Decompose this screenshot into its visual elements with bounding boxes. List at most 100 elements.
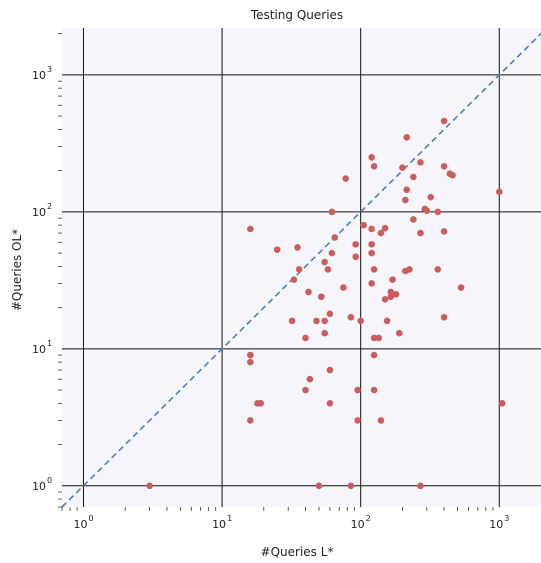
x-tick-base: 10	[212, 518, 226, 531]
data-point	[440, 228, 448, 235]
data-point	[313, 317, 320, 325]
data-point	[387, 293, 395, 301]
data-point	[305, 288, 312, 296]
data-point	[321, 329, 328, 337]
data-point	[247, 417, 254, 424]
data-point	[368, 240, 375, 248]
data-point	[402, 196, 409, 204]
y-tick-label: 10 2	[32, 202, 52, 219]
data-point	[417, 229, 424, 237]
data-point	[318, 293, 325, 301]
data-point	[331, 234, 339, 241]
data-point	[370, 266, 378, 273]
x-tick-base: 10	[351, 518, 365, 531]
y-tick-label: 10 1	[32, 339, 52, 356]
data-point	[328, 249, 336, 257]
x-tick-base: 10	[73, 518, 87, 531]
y-tick-base: 10	[32, 480, 46, 493]
data-point	[302, 386, 309, 394]
y-tick-exponent: 2	[47, 202, 52, 211]
data-point	[440, 163, 448, 170]
data-point	[347, 313, 355, 321]
data-point	[410, 216, 417, 223]
data-point	[354, 386, 361, 394]
x-tick-exponent: 3	[504, 514, 509, 523]
data-point	[381, 224, 389, 232]
data-point	[377, 417, 385, 424]
data-point	[387, 288, 395, 296]
data-point	[290, 276, 298, 283]
data-point	[368, 249, 375, 257]
data-point	[368, 280, 375, 287]
data-point	[357, 317, 364, 325]
data-point	[457, 284, 465, 291]
data-point	[321, 317, 328, 325]
reference-line-y-equals-x	[61, 33, 541, 508]
data-point	[377, 229, 385, 237]
data-point	[347, 482, 355, 490]
data-point	[417, 482, 424, 490]
x-tick-exponent: 2	[366, 514, 371, 523]
data-point	[370, 163, 378, 170]
data-point	[498, 400, 506, 407]
data-point	[383, 317, 391, 325]
data-point	[342, 175, 350, 182]
data-point	[352, 253, 359, 261]
x-tick-exponent: 0	[88, 514, 93, 523]
data-point	[399, 164, 406, 172]
data-point	[396, 329, 403, 337]
data-point	[306, 375, 314, 383]
data-point	[326, 310, 334, 318]
data-point	[324, 266, 332, 273]
data-point	[368, 154, 375, 161]
data-point	[434, 208, 442, 216]
data-point	[302, 334, 309, 342]
y-tick-exponent: 3	[47, 65, 52, 74]
data-point	[410, 173, 417, 181]
y-tick-base: 10	[32, 343, 46, 356]
x-tick-label: 10 2	[351, 514, 371, 531]
minor-tick-marks	[58, 33, 494, 511]
data-point	[273, 246, 281, 253]
data-point	[495, 188, 503, 196]
data-point	[354, 417, 361, 424]
data-point	[434, 266, 442, 273]
data-point	[326, 400, 334, 407]
x-tick-base: 10	[489, 518, 503, 531]
data-point	[403, 186, 411, 194]
data-point	[146, 482, 153, 490]
data-point	[440, 313, 448, 321]
data-point	[440, 117, 448, 125]
x-tick-label: 10 3	[489, 514, 509, 531]
data-points	[146, 117, 506, 490]
y-tick-label: 10 0	[32, 476, 52, 493]
data-point	[381, 295, 389, 303]
data-point	[340, 284, 347, 291]
data-point	[370, 334, 378, 342]
x-axis-tick-labels: 10 0 10 1 10 2 10 3	[73, 514, 509, 531]
data-point	[370, 351, 378, 359]
data-point	[403, 134, 411, 141]
data-point	[247, 225, 254, 233]
chart-title: Testing Queries	[250, 8, 343, 22]
data-point	[375, 334, 383, 342]
data-point	[406, 266, 413, 273]
data-point	[315, 482, 323, 490]
data-point	[417, 159, 424, 166]
y-tick-label: 10 3	[32, 65, 52, 82]
data-point	[295, 266, 303, 273]
data-point	[288, 317, 296, 325]
data-point	[368, 225, 375, 233]
y-tick-exponent: 0	[47, 476, 52, 485]
x-tick-exponent: 1	[227, 514, 232, 523]
data-point	[392, 291, 400, 298]
data-point	[370, 386, 378, 394]
data-point	[449, 171, 456, 179]
grid-lines	[62, 28, 541, 507]
data-point	[352, 240, 359, 248]
x-tick-label: 10 1	[212, 514, 232, 531]
data-point	[321, 258, 328, 266]
data-point	[247, 358, 254, 366]
data-point	[294, 244, 301, 251]
